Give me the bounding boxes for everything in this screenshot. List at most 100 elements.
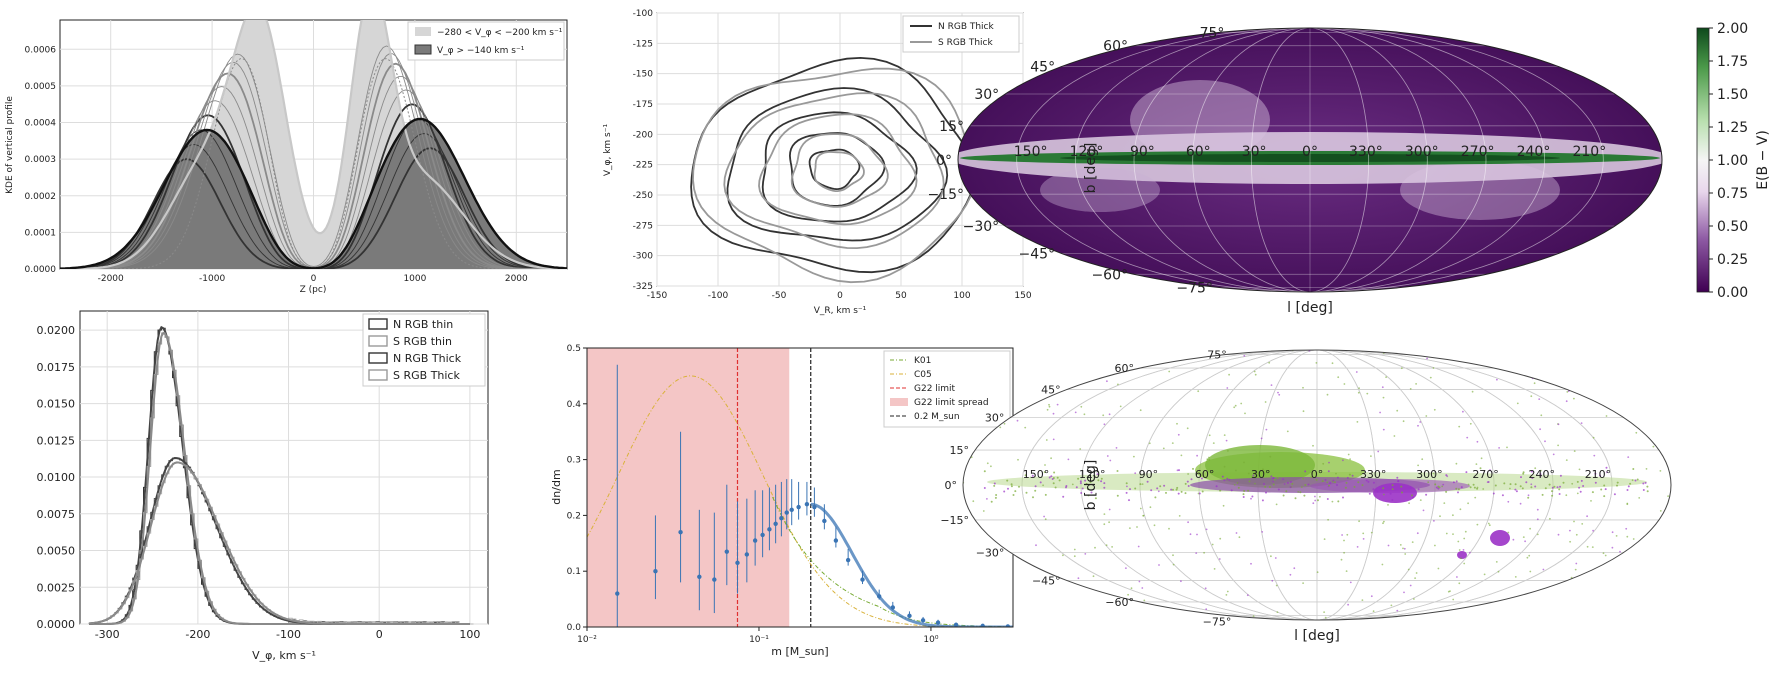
sky2-star-point xyxy=(1042,484,1044,487)
sky2-star-point xyxy=(1370,531,1373,534)
sky2-plane-point xyxy=(1277,488,1280,491)
sky2-plane-point xyxy=(1629,482,1632,485)
sky2-plane-point xyxy=(1579,490,1582,493)
sky1-x-axis-label: l [deg] xyxy=(1287,300,1333,316)
sky2-star-point xyxy=(1139,507,1142,510)
sky2-star-point xyxy=(1644,376,1647,379)
kde-x-tick-label: -1000 xyxy=(199,274,225,284)
sky2-plane-point xyxy=(1348,473,1351,476)
sky2-star-point xyxy=(1218,558,1221,560)
sky2-star-point xyxy=(1588,577,1591,580)
colorbar-tick-label: 2.00 xyxy=(1717,21,1748,37)
mf-g22-spread-band xyxy=(587,348,790,627)
sky2-star-point xyxy=(1148,442,1151,445)
sky2-lon-label: 120° xyxy=(1079,468,1106,481)
sky2-plane-point xyxy=(1081,487,1084,490)
sky2-star-point xyxy=(1342,459,1344,462)
sky2-star-point xyxy=(1581,523,1584,525)
sky2-star-point xyxy=(1286,430,1289,433)
sky1-lon-label: 150° xyxy=(1014,144,1048,160)
sky2-plane-point xyxy=(1368,492,1371,495)
sky2-star-point xyxy=(971,608,974,610)
sky2-star-point xyxy=(1349,581,1352,584)
sky2-star-point xyxy=(1106,455,1109,457)
sky2-star-point xyxy=(1052,412,1055,415)
sky2-plane-point xyxy=(1094,497,1097,500)
sky2-plane-point xyxy=(1294,497,1297,500)
kde-y-tick-label: 0.0004 xyxy=(25,119,57,129)
sky2-star-point xyxy=(1657,403,1660,406)
sky2-star-point xyxy=(1441,485,1444,488)
sky2-star-point xyxy=(1314,495,1316,498)
sky2-plane-point xyxy=(1192,467,1194,470)
kde-legend-swatch-1 xyxy=(414,44,432,55)
sky2-plane-point xyxy=(1263,482,1265,485)
mf-legend-swatch-3 xyxy=(890,398,908,406)
sky2-star-point xyxy=(1126,485,1128,488)
sky2-star-point xyxy=(1583,380,1586,383)
sky2-star-point xyxy=(1434,544,1436,547)
sky2-plane-point xyxy=(1024,474,1027,477)
sky2-star-point xyxy=(1243,354,1246,357)
mf-data-point xyxy=(678,529,683,535)
sky2-star-point xyxy=(1171,442,1174,444)
mf-data-point xyxy=(744,552,750,557)
hist-y-tick-label: 0.0050 xyxy=(37,545,76,558)
sky2-star-point xyxy=(1357,391,1360,394)
sky2-star-point xyxy=(1362,532,1365,535)
sky2-star-point xyxy=(1100,355,1103,358)
sky2-plane-point xyxy=(1472,483,1475,486)
sky2-star-point xyxy=(1035,596,1038,599)
sky2-plane-point xyxy=(1034,489,1037,492)
sky2-star-point xyxy=(1244,412,1246,415)
mf-x-tick-label: 10⁰ xyxy=(923,635,938,645)
sky2-star-point xyxy=(1370,455,1372,457)
colorbar-ticks: 0.00 0.25 0.50 0.75 1.00 1.25 1.50 1.75 2.00 xyxy=(1709,21,1748,301)
sky2-plane-point xyxy=(1332,479,1335,482)
sky2-star-point xyxy=(1569,529,1571,532)
sky2-plane-point xyxy=(1228,478,1231,481)
sky2-star-point xyxy=(1455,462,1458,465)
sky2-plane-point xyxy=(1056,476,1059,479)
mf-data-point xyxy=(779,515,784,521)
sky1-lat-label: 75° xyxy=(1200,25,1225,41)
sky2-star-point xyxy=(1136,526,1138,528)
sky2-plane-point xyxy=(1125,491,1128,494)
mf-series-layer xyxy=(587,348,1013,627)
sky2-star-point xyxy=(1476,440,1479,443)
sky2-star-point xyxy=(1073,555,1076,558)
sky2-plane-point xyxy=(1604,488,1607,491)
sky2-star-point xyxy=(963,574,965,577)
sky2-star-point xyxy=(1409,584,1412,587)
sky2-plane-point xyxy=(1324,479,1327,481)
sky2-plane-point xyxy=(1603,484,1606,487)
sky2-lat-label: −30° xyxy=(976,547,1005,560)
mf-data-point xyxy=(735,560,740,566)
sky2-star-point xyxy=(1565,494,1568,497)
sky2-star-point xyxy=(1482,488,1485,490)
sky2-star-point xyxy=(1506,446,1508,449)
sky2-star-point xyxy=(1226,387,1229,389)
sky2-star-point xyxy=(1372,610,1375,613)
sky2-star-point xyxy=(1189,533,1192,536)
sky2-star-point xyxy=(1415,383,1417,385)
sky2-star-point xyxy=(1534,615,1536,618)
sky2-star-point xyxy=(1586,545,1589,548)
sky2-star-point xyxy=(1635,359,1638,362)
sky1-lat-label: −60° xyxy=(1091,267,1128,283)
sky2-star-point xyxy=(1658,568,1661,570)
sky2-plane-point xyxy=(1248,480,1251,483)
mf-data-point xyxy=(935,620,941,625)
sky2-star-point xyxy=(1312,502,1315,505)
sky2-star-point xyxy=(1604,580,1607,583)
hist-legend: N RGB thin S RGB thin N RGB Thick S RGB … xyxy=(362,313,486,387)
sky2-star-point xyxy=(1666,359,1669,361)
sky2-plane-point xyxy=(1457,491,1459,494)
sky2-star-point xyxy=(1381,563,1384,566)
sky1-lon-label: 90° xyxy=(1130,144,1155,160)
sky2-lat-label: −75° xyxy=(1203,615,1232,628)
sky2-star-point xyxy=(1582,608,1585,611)
sky2-star-point xyxy=(1268,361,1271,364)
sky2-star-point xyxy=(1625,527,1628,530)
mf-data-point xyxy=(920,618,926,623)
